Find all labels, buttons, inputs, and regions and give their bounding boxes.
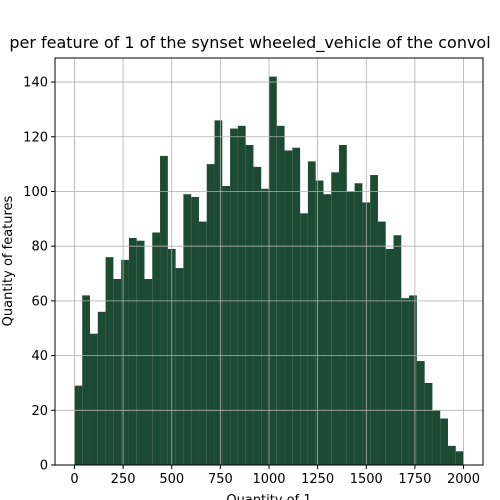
bar [121,259,129,465]
bar [160,155,168,465]
x-tick-label: 0 [70,472,78,487]
bar [230,128,238,465]
bar [455,451,464,465]
bar [152,232,161,465]
bar [237,125,246,465]
bar [191,196,199,466]
y-tick-label: 100 [23,185,48,200]
bar [331,172,340,466]
y-tick-label: 140 [23,76,48,91]
bar [300,213,308,465]
bar [424,382,433,465]
bar [315,180,324,465]
bar [113,279,122,465]
bar [128,237,137,465]
bar [284,150,293,466]
bar [339,144,347,465]
bar [370,175,378,465]
bar [105,257,114,465]
y-tick-label: 120 [23,130,48,145]
bar [323,194,332,465]
y-tick-label: 0 [40,459,48,474]
bar [82,295,91,465]
bar [377,221,386,465]
bar [393,235,402,465]
x-tick-label: 250 [111,472,136,487]
bar [175,268,184,465]
y-tick-label: 60 [31,294,48,309]
plot-frame [54,57,484,466]
bar [276,125,285,465]
bar [354,183,363,466]
x-axis-label: Quantity of 1 [226,493,311,500]
x-tick-label: 750 [208,472,233,487]
bar [206,164,215,465]
y-tick-label: 40 [31,349,48,364]
bar [307,161,316,466]
bar [432,410,441,465]
y-axis-label: Quantity of features [1,195,16,326]
x-tick-label: 1750 [398,472,431,487]
bar [346,191,355,465]
y-tick-label: 80 [31,240,48,255]
x-tick-label: 1500 [350,472,383,487]
y-tick-label: 20 [31,404,48,419]
bar [440,418,448,465]
bar [97,311,106,465]
x-tick-label: 1250 [301,472,334,487]
x-tick-label: 2000 [447,472,480,487]
bar [385,248,394,465]
bar [245,144,254,465]
x-tick-label: 500 [159,472,184,487]
bar [136,240,145,465]
bar [144,279,153,465]
bar [401,298,410,465]
bar [292,147,301,465]
bar [90,333,98,465]
x-tick-label: 1000 [252,472,285,487]
bar [74,385,83,465]
bar [214,120,223,465]
bar [253,166,262,465]
chart-title: per feature of 1 of the synset wheeled_v… [9,33,490,53]
bar [261,188,269,465]
bar [198,221,207,465]
bar [416,361,425,465]
bar [447,445,456,465]
bar [409,295,417,465]
bar [183,194,192,465]
bar [222,186,231,466]
bar [269,76,277,466]
